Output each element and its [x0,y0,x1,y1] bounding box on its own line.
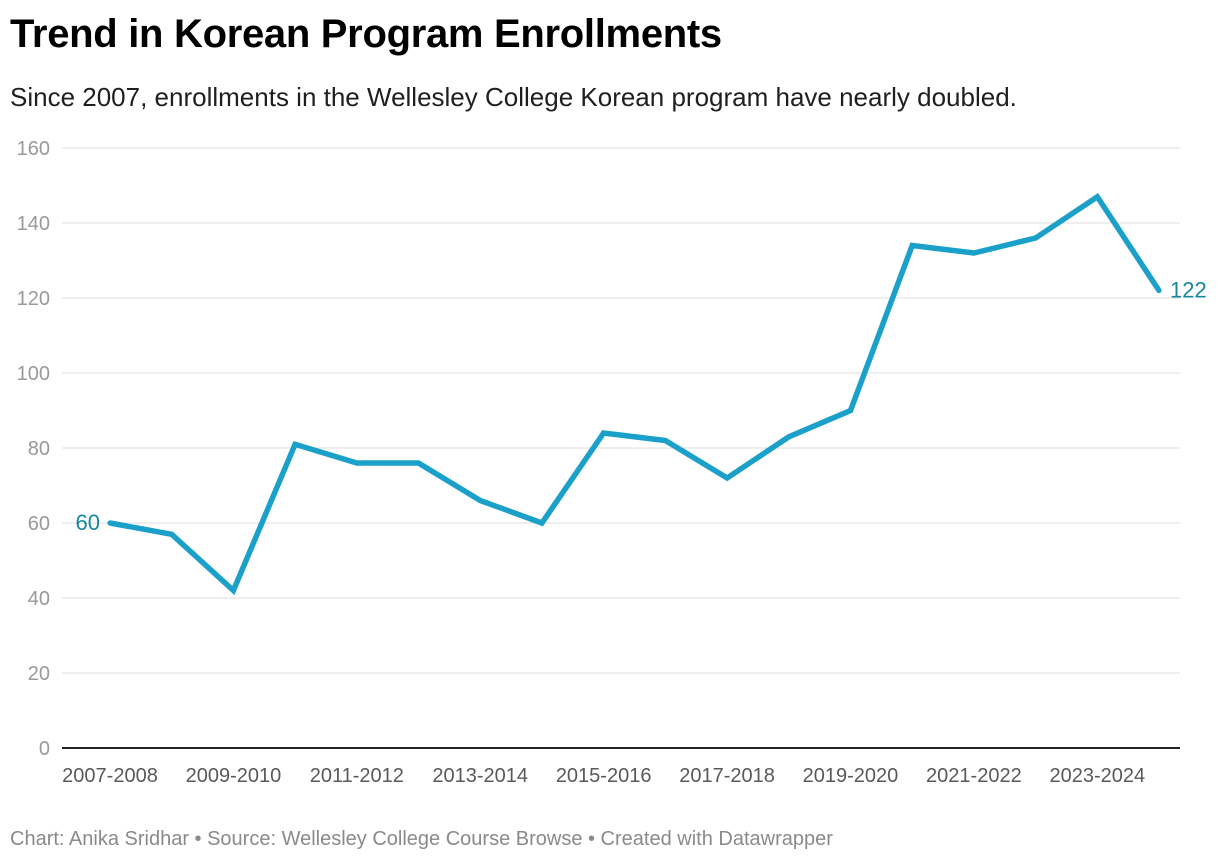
y-tick-label: 40 [28,588,50,610]
x-tick-label: 2007-2008 [62,765,158,787]
data-point [1156,287,1162,294]
x-tick-label: 2023-2024 [1049,765,1145,787]
y-tick-label: 100 [17,363,50,385]
y-tick-label: 0 [39,738,50,760]
chart-title: Trend in Korean Program Enrollments [10,12,722,56]
series-line-layer [107,192,1162,596]
data-point [662,437,668,444]
data-point [477,497,483,504]
x-tick-label: 2011-2012 [310,765,404,787]
x-tick-label: 2017-2018 [679,765,775,787]
y-tick-label: 160 [17,138,50,160]
data-point [1094,194,1100,200]
chart-credit: Chart: Anika Sridhar • Source: Wellesley… [10,828,833,850]
x-tick-label: 2015-2016 [556,765,652,787]
enrollment-series-line [109,192,1162,596]
x-tick-label: 2009-2010 [186,765,282,787]
value-labels: 60 122 [76,278,1207,536]
data-point [539,520,545,526]
x-axis-ticks: 2007-2008 2009-2010 2011-2012 2013-2014 2015… [62,765,1145,787]
data-point [601,430,607,436]
gridlines [62,147,1180,749]
data-point [107,520,113,526]
data-point [909,242,915,249]
first-value-label: 60 [76,510,100,535]
data-point [724,475,730,481]
data-point [971,250,977,256]
y-axis-ticks: 0 20 40 60 80 100 120 140 160 [17,138,50,760]
data-point [354,460,360,466]
y-tick-label: 60 [28,513,50,535]
x-tick-label: 2021-2022 [926,765,1022,787]
y-tick-label: 20 [28,663,50,685]
x-tick-label: 2019-2020 [803,765,899,787]
data-point [847,407,854,414]
line-chart: 0 20 40 60 80 100 120 140 160 2007-2008 2009-2010… [17,138,1207,787]
data-point [292,441,298,447]
y-tick-label: 80 [28,438,50,460]
data-point [786,434,792,440]
data-point [1032,235,1039,241]
data-point [230,587,237,594]
chart-subtitle: Since 2007, enrollments in the Wellesley… [10,82,1017,112]
y-tick-label: 140 [17,213,50,235]
last-value-label: 122 [1170,278,1207,303]
data-point [415,460,422,466]
y-tick-label: 120 [17,288,50,310]
x-tick-label: 2013-2014 [432,765,528,787]
data-point [169,531,175,537]
